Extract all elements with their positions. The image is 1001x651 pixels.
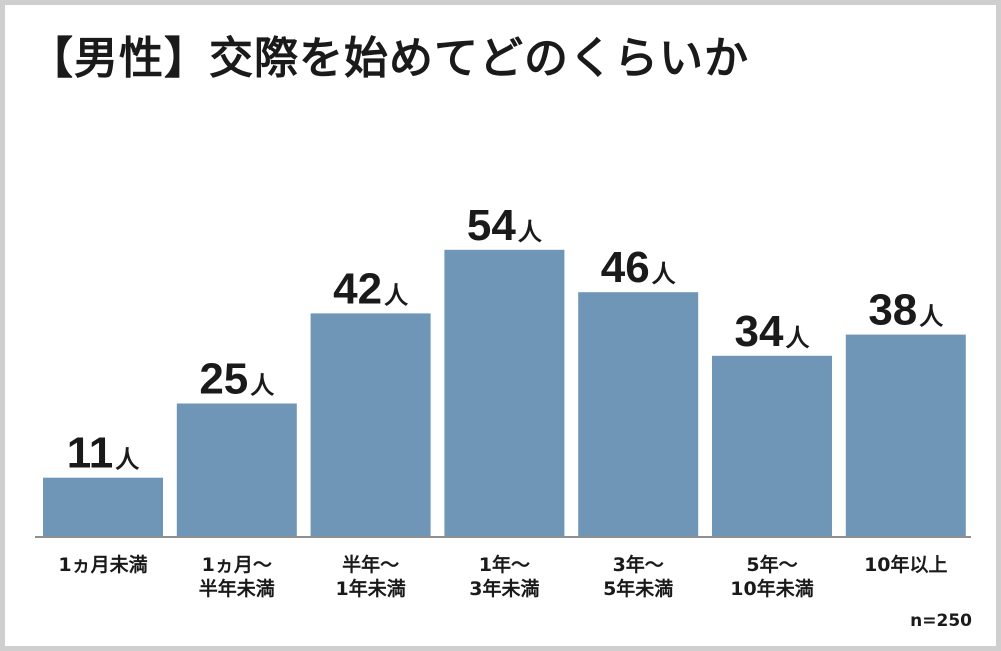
bar-5: [578, 292, 699, 536]
bar-value-label-5: 46人: [601, 243, 676, 292]
sample-size-note: n=250: [910, 611, 972, 631]
category-label-2: 1ヵ月〜半年未満: [199, 554, 275, 600]
category-label-4: 1年〜 3年未満: [469, 553, 539, 600]
bar-value-label-7: 38人: [868, 286, 943, 335]
bar-value-label-4: 54人: [467, 201, 542, 250]
bar-value-label-3: 42人: [333, 264, 408, 313]
bar-1: [43, 477, 163, 536]
bar-7: [845, 334, 966, 536]
category-label-6: 5年〜 10年未満: [730, 553, 813, 600]
chart-title: 【男性】交際を始めてどのくらいか: [29, 33, 749, 84]
category-label-5: 3年〜 5年未満: [603, 553, 673, 600]
bar-4: [444, 249, 565, 537]
bar-value-label-6: 34人: [735, 307, 810, 356]
category-label-7: 10年以上: [864, 553, 947, 576]
category-label-1: 1ヵ月未満: [58, 553, 147, 576]
bar-6: [712, 355, 832, 536]
category-label-3: 半年〜 1年未満: [335, 553, 405, 600]
bar-2: [176, 403, 297, 536]
bar-3: [310, 313, 431, 536]
bar-value-label-2: 25人: [199, 355, 274, 404]
bar-value-label-1: 11人: [67, 429, 140, 478]
